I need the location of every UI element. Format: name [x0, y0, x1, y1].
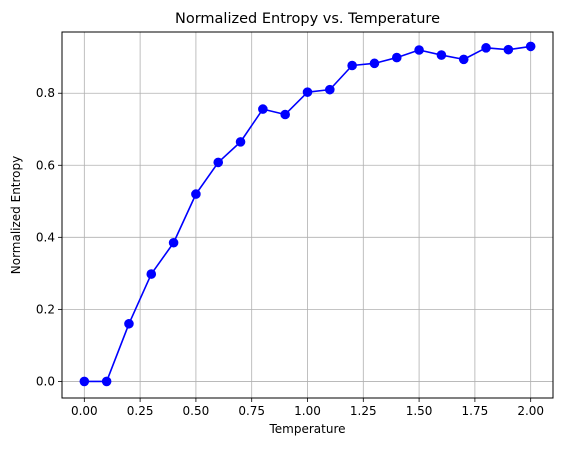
y-tick-label: 0.6	[36, 158, 55, 172]
x-axis-ticks: 0.00 0.25 0.50 0.75 1.00 1.25 1.50 1.75 2.00	[71, 398, 544, 418]
x-tick-label: 0.00	[71, 404, 98, 418]
x-tick-label: 0.50	[183, 404, 210, 418]
data-point	[101, 376, 112, 387]
data-point	[235, 137, 246, 147]
data-point	[79, 376, 90, 387]
data-point	[325, 84, 335, 95]
data-point	[458, 54, 469, 65]
data-point	[481, 43, 491, 53]
data-point	[168, 237, 179, 248]
chart-title: Normalized Entropy vs. Temperature	[175, 11, 440, 27]
data-point	[525, 41, 536, 52]
x-tick-label: 0.25	[127, 404, 154, 418]
y-tick-label: 0.4	[36, 230, 55, 244]
x-tick-label: 1.25	[350, 404, 377, 418]
y-axis-ticks: 0.0 0.2 0.4 0.6 0.8	[36, 86, 62, 388]
data-point	[369, 58, 380, 69]
y-tick-label: 0.8	[36, 86, 55, 100]
x-tick-label: 0.75	[238, 404, 265, 418]
data-point	[503, 44, 514, 55]
x-tick-label: 2.00	[517, 404, 544, 418]
x-axis-label: Temperature	[268, 422, 345, 436]
data-point	[124, 318, 134, 329]
data-point	[414, 45, 424, 55]
data-point	[280, 109, 290, 120]
data-point	[191, 189, 201, 199]
y-tick-label: 0.2	[36, 302, 55, 316]
x-tick-label: 1.50	[406, 404, 433, 418]
y-axis-label: Normalized Entropy	[9, 156, 23, 275]
y-tick-label: 0.0	[36, 374, 55, 388]
data-point	[146, 269, 157, 279]
data-point	[258, 104, 268, 114]
data-point	[302, 87, 313, 97]
data-point	[436, 50, 447, 60]
data-point	[347, 60, 357, 71]
series-layer	[79, 41, 536, 387]
x-tick-label: 1.75	[462, 404, 489, 418]
data-point	[391, 52, 402, 63]
data-point	[213, 157, 224, 168]
x-tick-label: 1.00	[294, 404, 321, 418]
